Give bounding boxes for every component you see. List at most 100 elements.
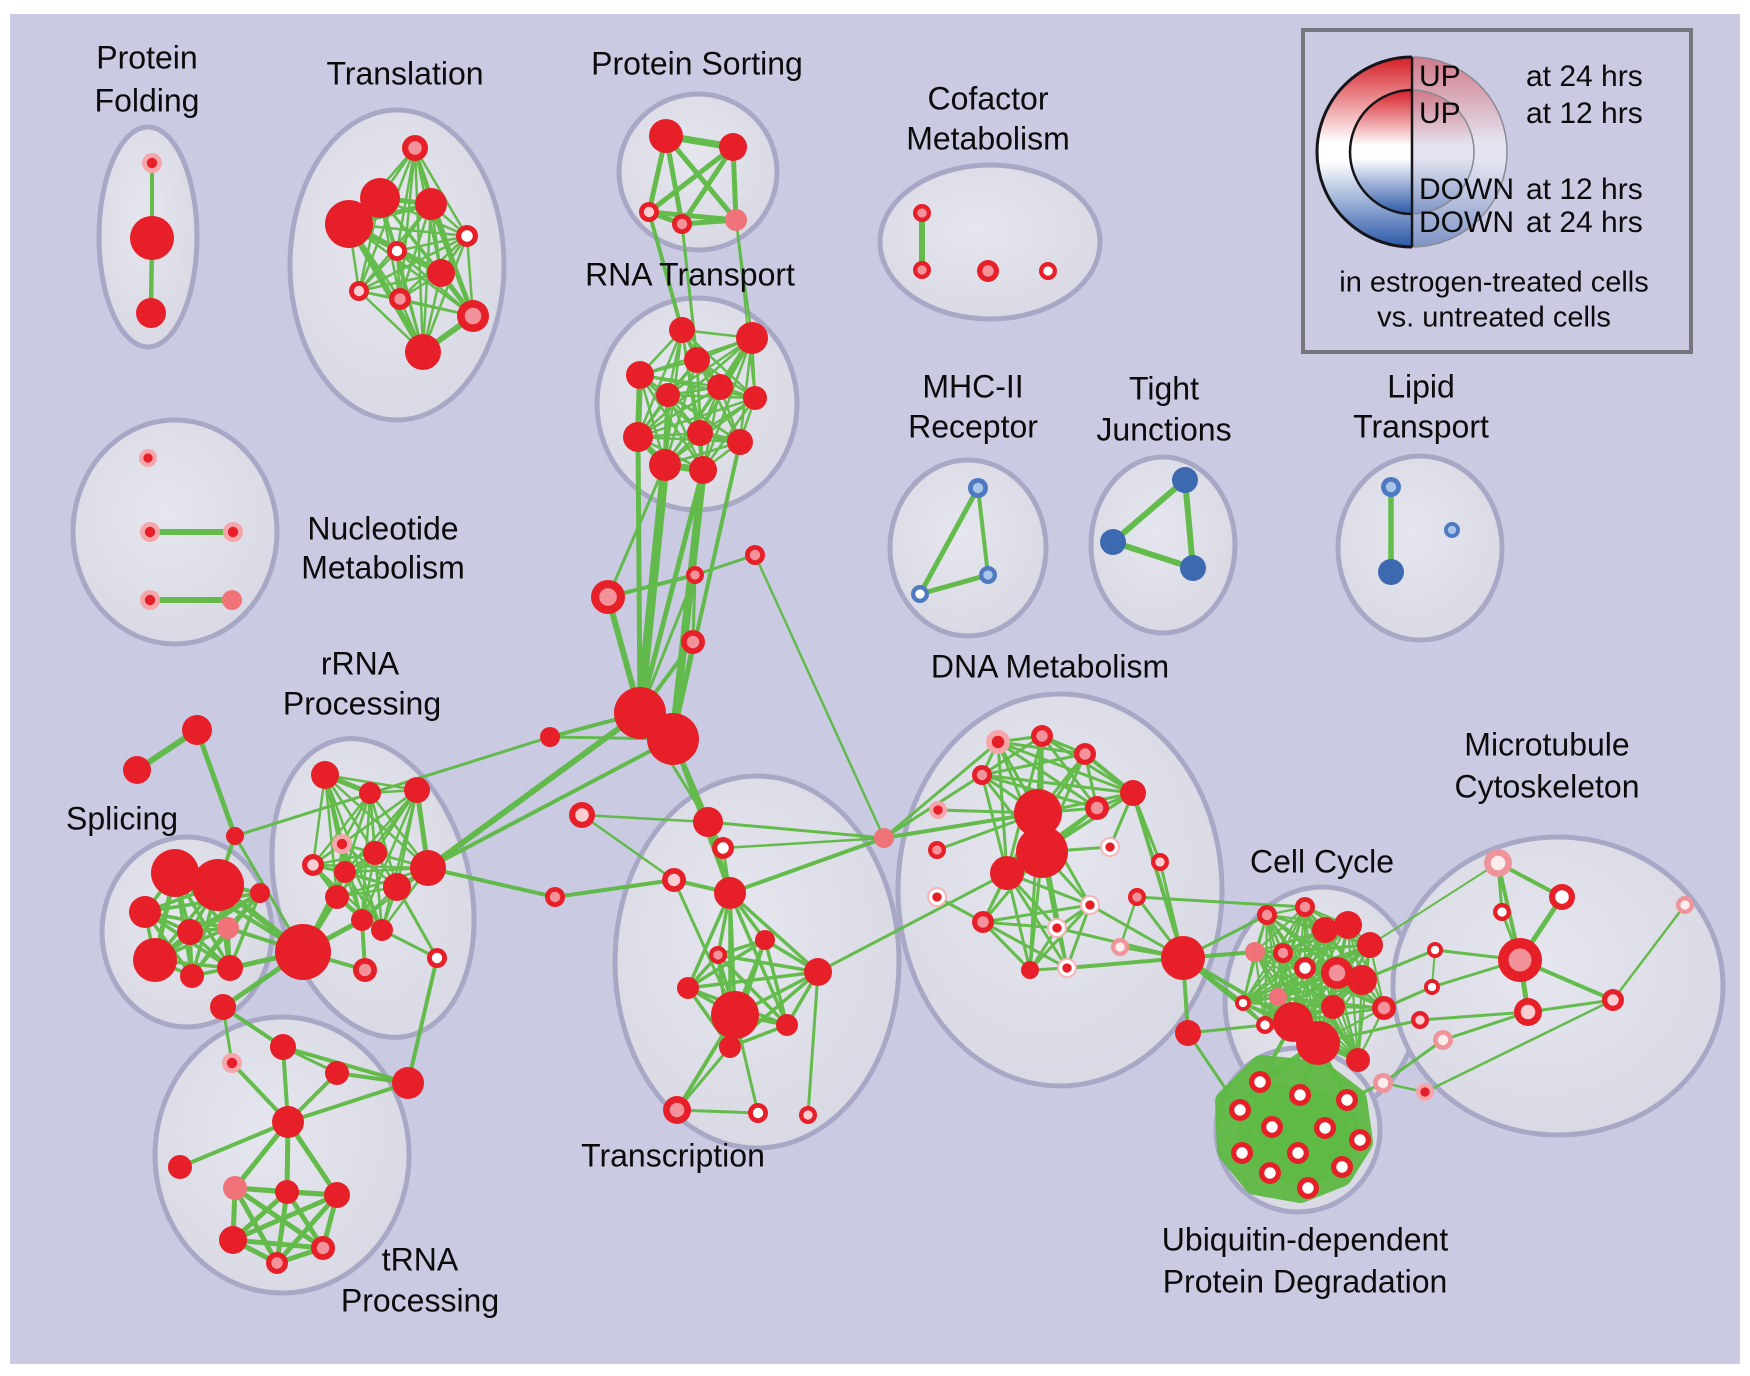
edge: [763, 938, 789, 1027]
edge: [679, 144, 736, 227]
edge: [980, 734, 1044, 777]
legend-direction-3: DOWN: [1419, 206, 1514, 239]
edge: [343, 788, 419, 874]
node-rrna-18: [325, 1061, 349, 1085]
node-core: [1490, 855, 1506, 871]
node-core: [146, 157, 158, 169]
node-tight-2: [1180, 555, 1206, 581]
node-core: [977, 916, 989, 928]
edge: [1241, 971, 1339, 1005]
cluster-label-trna-line1: Processing: [341, 1282, 499, 1318]
node-trna-5: [219, 1226, 247, 1254]
node-tri-0: [182, 715, 212, 745]
node-core: [1043, 266, 1053, 276]
node-rrna-0: [311, 761, 339, 789]
edge: [1253, 905, 1307, 954]
node-sorting-4: [725, 209, 747, 231]
edge: [311, 791, 372, 867]
cluster-label-microtubule-line1: Cytoskeleton: [1455, 768, 1640, 804]
node-core: [915, 589, 925, 599]
cluster-label-mhc-line0: MHC-II: [922, 368, 1023, 404]
node-core: [1294, 1089, 1306, 1101]
node-rrna-19: [392, 1067, 424, 1099]
legend-time-1: at 12 hrs: [1526, 97, 1643, 130]
node-pf-1: [130, 216, 174, 260]
edge: [428, 201, 476, 319]
node-cellcycle-5: [1245, 942, 1265, 962]
node-dna-9: [874, 828, 894, 848]
node-core: [713, 950, 723, 960]
edge: [693, 553, 757, 577]
node-core: [932, 845, 942, 855]
edge: [636, 396, 757, 439]
edge: [421, 234, 469, 354]
edge: [636, 328, 684, 439]
edge: [1239, 1125, 1328, 1156]
cluster-label-lipid-line1: Transport: [1353, 408, 1489, 444]
node-rna-2: [684, 347, 710, 373]
legend-left-arc-inner: [1348, 88, 1413, 216]
cluster-label-rna-line0: RNA Transport: [585, 256, 795, 292]
node-core: [1336, 1161, 1348, 1173]
nodes-layer: [123, 119, 1694, 1274]
edge: [686, 891, 732, 990]
cluster-label-sorting-line0: Protein Sorting: [591, 45, 803, 81]
edge: [680, 222, 699, 362]
node-core: [917, 208, 927, 218]
node-transcription-3: [714, 877, 746, 909]
node-rrna-5: [363, 841, 387, 865]
edge: [638, 373, 705, 472]
node-translation-1: [360, 178, 400, 218]
node-core: [690, 570, 700, 580]
node-core: [991, 735, 1005, 749]
node-splicing-7: [217, 955, 243, 981]
node-rna-1: [736, 322, 768, 354]
node-rrna-9: [325, 885, 349, 909]
node-core: [336, 838, 348, 850]
node-core: [1299, 962, 1311, 974]
edge: [194, 727, 238, 839]
node-core: [1105, 842, 1115, 852]
edge: [1611, 903, 1687, 1002]
edge: [917, 572, 991, 597]
node-core: [932, 892, 942, 902]
node-trna-3: [275, 1180, 299, 1204]
node-rna-7: [687, 420, 713, 446]
node-core: [1385, 481, 1397, 493]
legend-left-arc-outer: [1315, 55, 1413, 249]
edge: [669, 466, 707, 743]
node-rrna-2: [404, 777, 430, 803]
node-rrna-14: [275, 924, 331, 980]
node-trna-4: [324, 1182, 350, 1208]
node-trna-2: [223, 1176, 247, 1200]
node-rrna-6: [334, 861, 356, 883]
legend-caption-0: in estrogen-treated cells: [1339, 267, 1649, 299]
cluster-label-nucleotide-line1: Metabolism: [301, 549, 465, 585]
node-rrna-8: [383, 873, 411, 901]
node-trna-1: [168, 1155, 192, 1179]
node-translation-2: [325, 200, 373, 248]
node-core: [144, 594, 156, 606]
node-rna-11: [689, 456, 717, 484]
legend-direction-2: DOWN: [1419, 173, 1514, 206]
edge: [346, 221, 426, 355]
cluster-label-ubiquitin-line1: Protein Degradation: [1163, 1263, 1448, 1299]
edge: [663, 358, 699, 467]
edge: [553, 878, 676, 899]
node-core: [1260, 1020, 1270, 1030]
edge: [635, 460, 670, 718]
node-transcription-11: [719, 1036, 741, 1058]
edge: [1182, 477, 1196, 571]
edge: [1237, 1097, 1350, 1113]
node-core: [1090, 801, 1104, 815]
node-hub-1: [647, 713, 699, 765]
node-dna-10: [1014, 789, 1062, 837]
edge: [917, 485, 981, 597]
edge: [721, 836, 886, 850]
edge: [606, 463, 667, 599]
edge: [728, 891, 820, 974]
edge: [728, 836, 886, 895]
node-core: [686, 635, 700, 649]
node-core: [227, 526, 239, 538]
edge: [981, 920, 1059, 930]
